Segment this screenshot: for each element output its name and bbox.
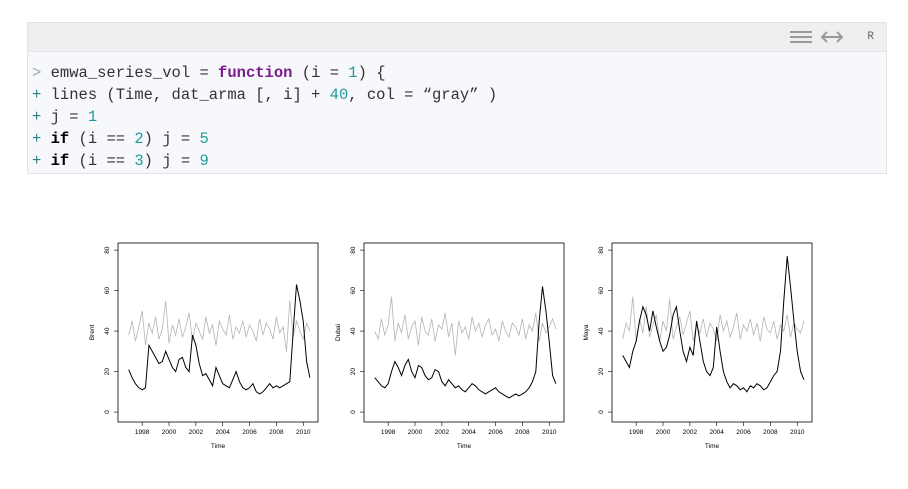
code-token <box>41 152 50 170</box>
x-tick-label: 2004 <box>461 429 476 436</box>
plot-frame <box>117 242 319 423</box>
plot-frame <box>611 242 813 423</box>
code-token: 9 <box>199 152 209 170</box>
x-tick-label: 2004 <box>215 429 230 436</box>
x-tick-label: 2006 <box>736 429 751 436</box>
code-token: ) { <box>357 64 386 82</box>
y-tick-label: 80 <box>104 246 111 254</box>
code-token: function <box>218 64 293 82</box>
y-axis-label: Brent <box>89 325 96 341</box>
x-tick-label: 2002 <box>189 429 204 436</box>
x-tick-label: 2000 <box>408 429 423 436</box>
y-tick-label: 80 <box>350 246 357 254</box>
code-token: 1 <box>87 108 98 126</box>
y-tick-label: 0 <box>350 410 357 414</box>
code-line: + if (i == 3) j = 9 <box>32 150 886 172</box>
y-tick-label: 0 <box>104 410 111 414</box>
x-tick-label: 2004 <box>709 429 724 436</box>
series-line <box>622 256 805 393</box>
series-line <box>374 296 557 356</box>
x-tick-label: 2010 <box>542 429 557 436</box>
y-tick-label: 20 <box>350 368 357 376</box>
y-tick-label: 60 <box>104 287 111 295</box>
x-axis-label: Time <box>457 443 472 450</box>
y-tick-label: 60 <box>598 287 605 295</box>
y-tick-label: 20 <box>598 368 605 376</box>
x-tick-label: 1998 <box>381 429 396 436</box>
code-token: 5 <box>199 130 209 148</box>
code-token: emwa_series_vol = <box>41 64 219 82</box>
code-token: 3 <box>134 152 144 170</box>
code-line: + lines (Time, dat_arma [, i] + 40, col … <box>32 84 886 106</box>
x-tick-label: 2008 <box>269 429 284 436</box>
code-token: (i == <box>69 130 135 148</box>
x-tick-label: 1998 <box>135 429 150 436</box>
plot-frame <box>363 242 565 423</box>
code-token: + <box>32 86 42 104</box>
x-tick-label: 2006 <box>488 429 503 436</box>
code-token: ) j = <box>143 130 200 148</box>
code-token: , col = <box>348 86 423 104</box>
code-token: 40 <box>329 86 349 104</box>
x-tick-label: 2000 <box>656 429 671 436</box>
series-line <box>128 300 311 352</box>
y-tick-label: 40 <box>104 327 111 335</box>
x-tick-label: 2010 <box>790 429 805 436</box>
code-token: ) j = <box>143 152 200 170</box>
x-tick-label: 2008 <box>515 429 530 436</box>
x-tick-label: 2000 <box>162 429 177 436</box>
y-tick-label: 20 <box>104 368 111 376</box>
language-label: R <box>867 31 874 43</box>
code-line: + if (i == 2) j = 5 <box>32 128 886 150</box>
x-axis-label: Time <box>211 443 226 450</box>
code-token: + <box>32 130 42 148</box>
code-lines: > emwa_series_vol = function (i = 1) {+ … <box>28 52 886 172</box>
code-token: 2 <box>134 130 144 148</box>
y-tick-label: 60 <box>350 287 357 295</box>
code-token: j = <box>41 108 88 126</box>
y-tick-label: 40 <box>350 327 357 335</box>
code-block: R > emwa_series_vol = function (i = 1) {… <box>27 22 887 174</box>
series-line <box>622 296 805 342</box>
y-tick-label: 80 <box>598 246 605 254</box>
y-tick-label: 0 <box>598 410 605 414</box>
code-token: if <box>50 130 70 148</box>
code-toolbar: R <box>28 23 886 52</box>
toolbar-icons[interactable] <box>790 29 850 45</box>
series-line <box>128 284 311 395</box>
x-tick-label: 2008 <box>763 429 778 436</box>
x-axis-label: Time <box>705 443 720 450</box>
series-line <box>374 286 557 399</box>
code-token <box>41 130 50 148</box>
y-axis-label: Maya <box>583 324 590 340</box>
code-token: 1 <box>348 64 358 82</box>
x-tick-label: 1998 <box>629 429 644 436</box>
code-token: + <box>32 108 42 126</box>
y-axis-label: Dubai <box>335 324 342 341</box>
code-token: > <box>32 64 42 82</box>
code-token: (i = <box>292 64 349 82</box>
x-tick-label: 2002 <box>683 429 698 436</box>
code-line: > emwa_series_vol = function (i = 1) { <box>32 62 886 84</box>
code-token: if <box>50 152 70 170</box>
y-tick-label: 40 <box>598 327 605 335</box>
code-token: + <box>32 152 42 170</box>
code-token: ) <box>478 86 498 104</box>
code-token: lines (Time, dat_arma [, i] + <box>41 86 330 104</box>
code-token: (i == <box>69 152 135 170</box>
code-line: + j = 1 <box>32 106 886 128</box>
x-tick-label: 2002 <box>435 429 450 436</box>
x-tick-label: 2010 <box>296 429 311 436</box>
x-tick-label: 2006 <box>242 429 257 436</box>
code-token: “gray” <box>422 86 479 104</box>
